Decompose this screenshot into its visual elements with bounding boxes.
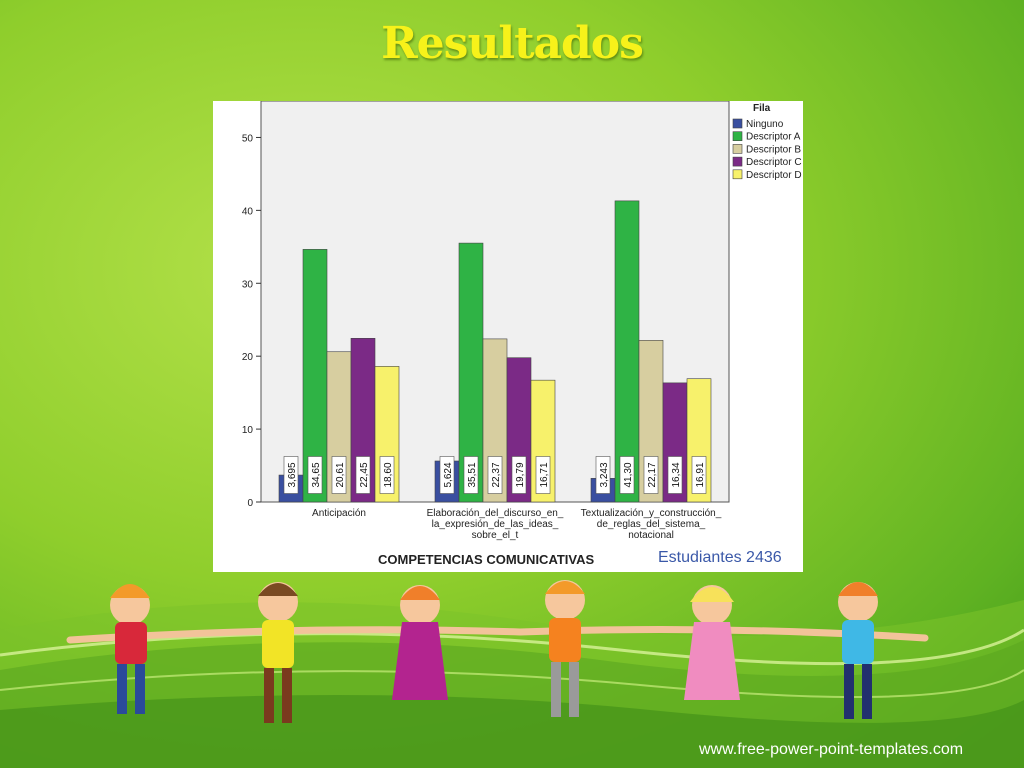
chart-caption: COMPETENCIAS COMUNICATIVAS Estudiantes 2… xyxy=(213,546,803,572)
legend-label: Descriptor D xyxy=(746,170,802,181)
y-tick-label: 30 xyxy=(242,279,254,290)
bar-value-label: 22,17 xyxy=(643,456,659,494)
bar-value-label: 20,61 xyxy=(331,456,347,494)
svg-text:16,71: 16,71 xyxy=(539,462,550,487)
legend-swatch xyxy=(732,131,743,142)
bar xyxy=(614,200,640,503)
bar-value-label: 19,79 xyxy=(511,456,527,494)
bar-value-label: 16,34 xyxy=(667,456,683,494)
y-tick-label: 40 xyxy=(242,206,254,217)
bar-value-label: 5,624 xyxy=(439,456,455,494)
legend-swatch xyxy=(732,144,743,154)
bar-value-label: 41,30 xyxy=(619,456,635,494)
child-figure xyxy=(392,585,448,700)
website-url: www.free-power-point-templates.com xyxy=(699,741,964,758)
child-figure xyxy=(110,584,150,714)
y-tick-label: 0 xyxy=(247,498,253,509)
legend-label: Descriptor A xyxy=(746,132,801,143)
svg-text:18,60: 18,60 xyxy=(383,462,394,487)
x-tick-label: Anticipación xyxy=(312,508,366,519)
svg-text:5,624: 5,624 xyxy=(443,462,454,487)
svg-text:41,30: 41,30 xyxy=(623,462,634,487)
bar-value-label: 16,91 xyxy=(691,456,707,494)
y-tick-label: 50 xyxy=(242,133,254,144)
children-illustration xyxy=(66,580,929,723)
legend-swatch xyxy=(732,169,743,180)
chart-panel: 0 10 20 30 40 50 3,695 34,65 20,61 22,45 18,60 Anti… xyxy=(213,101,803,572)
bar-value-label: 35,51 xyxy=(463,456,479,494)
x-tick-label: Elaboración_del_discurso_en_ la_expresión… xyxy=(427,508,564,541)
bar-value-label: 16,71 xyxy=(535,456,551,494)
svg-text:16,34: 16,34 xyxy=(671,462,682,487)
footer-note: Estudiantes 2436 xyxy=(658,549,782,566)
svg-text:20,61: 20,61 xyxy=(335,462,346,487)
svg-text:22,45: 22,45 xyxy=(359,462,370,487)
svg-text:34,65: 34,65 xyxy=(311,462,322,487)
legend-title: Fila xyxy=(753,103,771,114)
svg-text:35,51: 35,51 xyxy=(467,462,478,487)
child-figure xyxy=(684,585,740,700)
svg-text:16,91: 16,91 xyxy=(695,462,706,487)
legend-label: Descriptor B xyxy=(746,144,801,155)
svg-text:3,243: 3,243 xyxy=(599,462,610,487)
legend-swatch xyxy=(732,118,743,129)
y-tick-label: 20 xyxy=(242,352,254,363)
bar-value-label: 22,37 xyxy=(487,456,503,494)
x-tick-label: Textualización_y_construcción_ de_reglas_… xyxy=(581,508,722,541)
bar-value-label: 22,45 xyxy=(355,456,371,494)
legend-label: Descriptor C xyxy=(746,157,802,168)
svg-text:22,37: 22,37 xyxy=(491,462,502,487)
bar xyxy=(506,357,532,503)
bar-chart: 0 10 20 30 40 50 3,695 34,65 20,61 22,45 18,60 Anti… xyxy=(242,101,802,541)
svg-text:3,695: 3,695 xyxy=(287,462,298,487)
child-figure xyxy=(545,580,585,717)
slide-title: Resultados xyxy=(381,18,644,69)
bar-value-label: 34,65 xyxy=(307,456,323,494)
child-figure xyxy=(258,582,298,723)
bar-value-label: 3,243 xyxy=(595,456,611,494)
svg-text:22,17: 22,17 xyxy=(647,462,658,487)
y-tick-label: 10 xyxy=(242,425,254,436)
child-figure xyxy=(838,582,878,719)
legend-label: Ninguno xyxy=(746,119,784,130)
x-axis-title: COMPETENCIAS COMUNICATIVAS xyxy=(378,552,595,567)
bar-value-label: 3,695 xyxy=(283,456,299,494)
legend-swatch xyxy=(732,156,743,167)
bar-value-label: 18,60 xyxy=(379,456,395,494)
decorative-waves xyxy=(0,600,1024,768)
svg-text:19,79: 19,79 xyxy=(515,462,526,487)
